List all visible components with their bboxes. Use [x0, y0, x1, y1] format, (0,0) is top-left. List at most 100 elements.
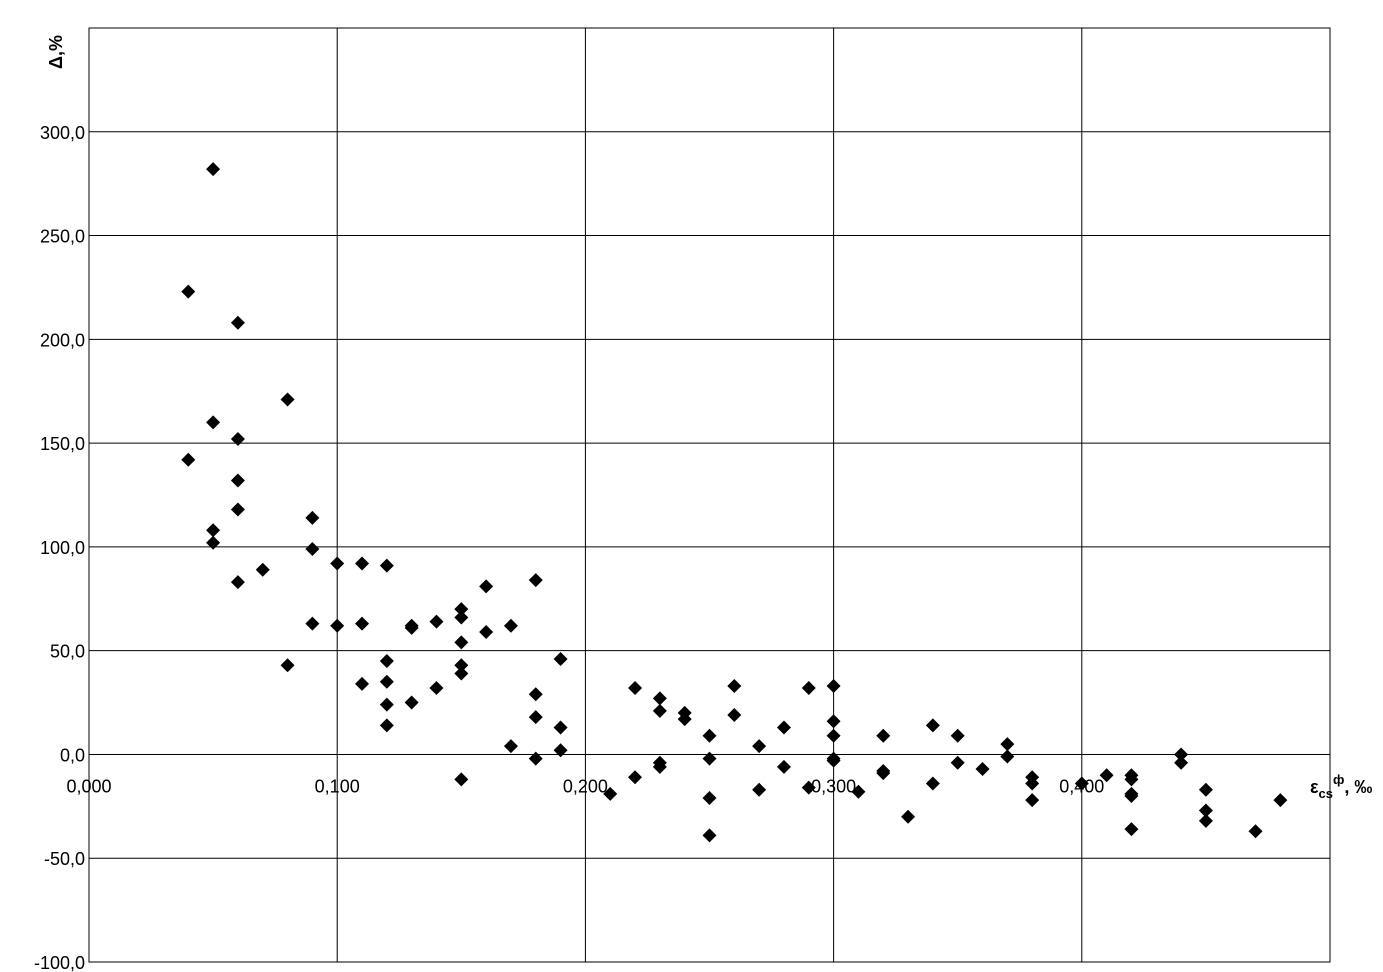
data-point — [776, 759, 791, 774]
data-point — [230, 502, 245, 517]
data-point — [727, 678, 742, 693]
data-point — [230, 473, 245, 488]
data-point — [876, 766, 891, 781]
data-point — [553, 743, 568, 758]
data-point — [652, 703, 667, 718]
data-point — [379, 697, 394, 712]
data-point — [702, 828, 717, 843]
data-point — [454, 772, 469, 787]
data-point — [1198, 803, 1213, 818]
data-point — [355, 556, 370, 571]
data-point — [330, 618, 345, 633]
data-point — [454, 610, 469, 625]
data-point — [1174, 755, 1189, 770]
data-point — [528, 710, 543, 725]
data-point — [851, 784, 866, 799]
x-axis-title: εcsф, ‰ — [1310, 772, 1372, 801]
x-axis-title-superscript: ф — [1333, 772, 1344, 787]
data-point — [454, 602, 469, 617]
data-point — [876, 728, 891, 743]
data-point — [553, 720, 568, 735]
data-point — [1124, 822, 1139, 837]
data-point — [355, 616, 370, 631]
x-axis-title-subscript: cs — [1319, 786, 1333, 801]
data-point — [206, 535, 221, 550]
data-point — [752, 782, 767, 797]
data-point — [1174, 747, 1189, 762]
gridlines — [88, 28, 1331, 963]
data-point — [1198, 813, 1213, 828]
data-point — [479, 579, 494, 594]
x-tick-label: 0,100 — [315, 776, 360, 796]
y-axis-title: Δ,% — [46, 35, 66, 69]
data-point — [652, 691, 667, 706]
data-point — [752, 739, 767, 754]
data-point — [429, 681, 444, 696]
y-tick-label: 250,0 — [40, 227, 85, 247]
y-tick-label: 200,0 — [40, 330, 85, 350]
data-point — [379, 718, 394, 733]
data-point — [1124, 772, 1139, 787]
data-point — [454, 666, 469, 681]
data-point — [280, 392, 295, 407]
data-point — [652, 759, 667, 774]
data-point — [330, 556, 345, 571]
data-point — [950, 755, 965, 770]
data-point — [1025, 776, 1040, 791]
x-axis-title-suffix: , ‰ — [1344, 777, 1372, 797]
data-point — [230, 315, 245, 330]
data-point — [454, 658, 469, 673]
data-point — [925, 718, 940, 733]
data-point — [181, 284, 196, 299]
data-point — [379, 654, 394, 669]
data-point — [702, 751, 717, 766]
data-point — [404, 620, 419, 635]
data-point — [528, 573, 543, 588]
data-point — [379, 558, 394, 573]
data-point — [628, 770, 643, 785]
data-point — [1273, 793, 1288, 808]
y-tick-label: 100,0 — [40, 538, 85, 558]
data-point — [702, 728, 717, 743]
data-point — [553, 651, 568, 666]
data-point — [1248, 824, 1263, 839]
data-point — [528, 687, 543, 702]
data-point — [826, 714, 841, 729]
data-point — [1025, 793, 1040, 808]
y-axis-tick-labels: -100,0 -50,0 0,0 50,0 100,0 150,0 200,0 250,0 30… — [34, 123, 85, 972]
data-point — [727, 708, 742, 723]
data-point — [801, 780, 816, 795]
data-point — [677, 712, 692, 727]
x-tick-label: 0,000 — [66, 776, 111, 796]
data-point — [404, 695, 419, 710]
data-point — [901, 809, 916, 824]
data-point — [181, 452, 196, 467]
data-point — [206, 162, 221, 177]
data-point — [230, 575, 245, 590]
data-point — [801, 681, 816, 696]
data-point — [528, 751, 543, 766]
data-point — [255, 562, 270, 577]
data-point — [950, 728, 965, 743]
data-point — [826, 753, 841, 768]
data-point — [603, 786, 618, 801]
data-point — [1000, 737, 1015, 752]
x-axis-title-main: ε — [1310, 777, 1319, 797]
data-point — [1000, 749, 1015, 764]
y-tick-label: 50,0 — [50, 642, 85, 662]
x-tick-label: 0,300 — [811, 776, 856, 796]
data-point — [355, 676, 370, 691]
data-points — [181, 162, 1288, 843]
data-point — [702, 791, 717, 806]
data-point — [925, 776, 940, 791]
data-point — [379, 674, 394, 689]
y-tick-label: -50,0 — [44, 849, 85, 869]
data-point — [826, 678, 841, 693]
data-point — [230, 431, 245, 446]
y-tick-label: 0,0 — [60, 745, 85, 765]
data-point — [1074, 776, 1089, 791]
data-point — [305, 510, 320, 525]
data-point — [454, 635, 469, 650]
